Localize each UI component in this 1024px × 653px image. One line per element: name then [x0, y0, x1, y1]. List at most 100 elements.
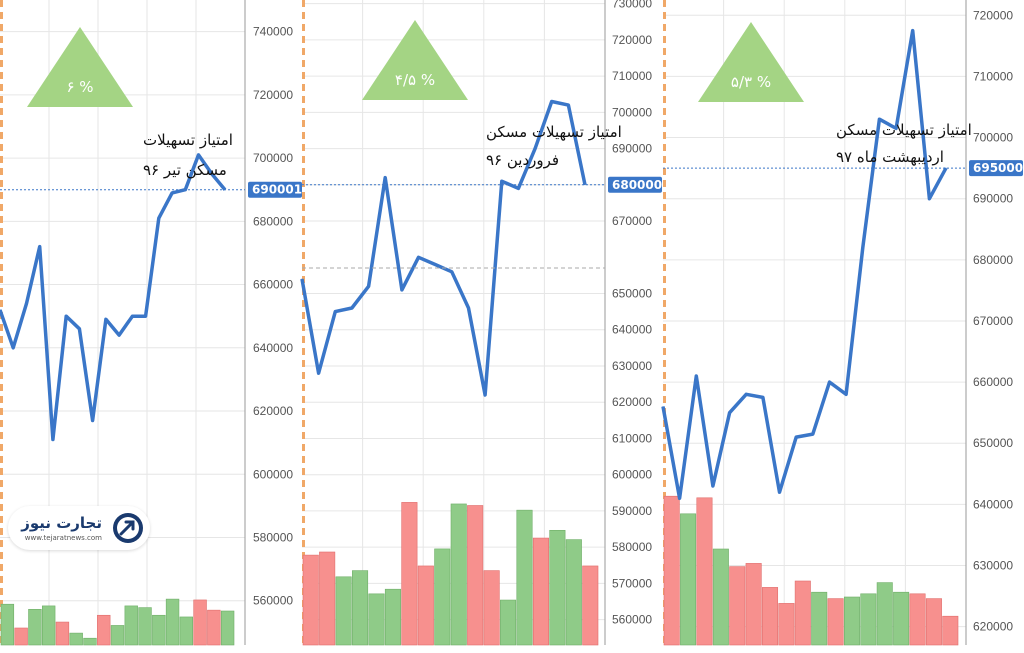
volume-bar [811, 591, 828, 646]
price-point [434, 264, 436, 266]
price-point [131, 315, 133, 317]
y-tick-label: 710000 [612, 69, 652, 83]
volume-bar [302, 554, 319, 646]
y-tick-label: 740000 [253, 25, 293, 39]
y-tick-label: 590000 [612, 504, 652, 518]
volume-bar [384, 588, 401, 646]
price-point [334, 311, 336, 313]
price-point [729, 412, 731, 414]
y-tick-label: 580000 [612, 540, 652, 554]
percent-triangle [362, 20, 468, 100]
price-point [845, 393, 847, 395]
percent-triangle [698, 22, 804, 102]
y-tick-label: 630000 [973, 559, 1013, 573]
volume-bar [220, 610, 235, 646]
volume-bar [909, 593, 926, 646]
chart-title-line: فروردین ۹۶ [486, 151, 559, 169]
volume-bar [843, 596, 860, 646]
price-point [567, 104, 569, 106]
chart-title-line: اردیبهشت ماه ۹۷ [836, 148, 944, 166]
y-tick-label: 700000 [253, 151, 293, 165]
y-tick-label: 570000 [612, 576, 652, 590]
price-point [211, 173, 213, 175]
y-tick-label: 690000 [612, 142, 652, 156]
logo-name: تجارت نیوز [20, 514, 102, 532]
current-value-label: 695000 [973, 161, 1023, 175]
volume-bar [97, 614, 111, 646]
volume-bar [55, 621, 70, 646]
volume-bar [663, 495, 680, 646]
volume-bar [745, 563, 762, 646]
price-point [912, 30, 914, 32]
price-point [224, 189, 226, 191]
price-point [384, 177, 386, 179]
y-tick-label: 680000 [973, 253, 1013, 267]
y-tick-label: 720000 [612, 33, 652, 47]
volume-bar [179, 616, 194, 646]
volume-bar [729, 566, 746, 646]
volume-bar [124, 605, 138, 646]
current-value-badge [969, 160, 1023, 177]
volume-bar [352, 570, 369, 646]
volume-bar [565, 539, 582, 646]
price-point [198, 154, 200, 156]
volume-bar [876, 582, 893, 646]
y-tick-label: 610000 [612, 431, 652, 445]
price-point [451, 271, 453, 273]
volume-bar [549, 529, 566, 646]
volume-bar [893, 591, 910, 646]
volume-bar [483, 570, 500, 646]
volume-bar [152, 614, 166, 646]
y-tick-label: 720000 [973, 8, 1013, 22]
y-tick-label: 620000 [973, 620, 1013, 634]
volume-bar [467, 505, 484, 646]
y-tick-label: 700000 [612, 105, 652, 119]
price-point [745, 393, 747, 395]
current-value-badge [608, 176, 662, 193]
volume-bar [925, 598, 942, 646]
current-value-label: 690001 [252, 183, 302, 197]
price-point [65, 315, 67, 317]
volume-bar [41, 605, 56, 646]
volume-bar [680, 513, 697, 646]
volume-bar [83, 637, 97, 646]
price-point [712, 485, 714, 487]
volume-bar [207, 609, 221, 646]
price-point [92, 420, 94, 422]
volume-bar [532, 537, 549, 646]
volume-bar [138, 607, 152, 646]
price-point [795, 436, 797, 438]
price-point [662, 406, 664, 408]
price-point [158, 217, 160, 219]
price-point [171, 192, 173, 194]
chart-title-line: امتیاز تسهیلات مسکن [486, 123, 622, 141]
price-point [25, 303, 27, 305]
price-point [551, 100, 553, 102]
volume-bar [582, 565, 599, 646]
volume-bar [69, 632, 83, 646]
price-point [0, 309, 1, 311]
volume-bar [827, 598, 844, 646]
price-point [145, 315, 147, 317]
price-series-line [661, 28, 948, 501]
price-point [679, 497, 681, 499]
y-tick-label: 640000 [253, 341, 293, 355]
volume-bar [193, 599, 207, 646]
y-tick-label: 670000 [973, 314, 1013, 328]
y-tick-label: 690000 [973, 192, 1013, 206]
volume-bar [368, 593, 385, 646]
price-point [945, 167, 947, 169]
chart-title-line: امتیاز تسهیلات [143, 131, 233, 149]
price-point [418, 256, 420, 258]
y-tick-label: 660000 [973, 375, 1013, 389]
chart-panel-3: 720000 710000 700000 690000 680000 670000 6600… [661, 0, 1023, 646]
percent-label: ۵/۳ % [731, 73, 771, 91]
y-tick-label: 630000 [612, 359, 652, 373]
price-point [828, 381, 830, 383]
y-tick-label: 720000 [253, 88, 293, 102]
price-series-line [0, 153, 227, 442]
y-tick-label: 560000 [253, 594, 293, 608]
volume-bar [778, 603, 795, 646]
